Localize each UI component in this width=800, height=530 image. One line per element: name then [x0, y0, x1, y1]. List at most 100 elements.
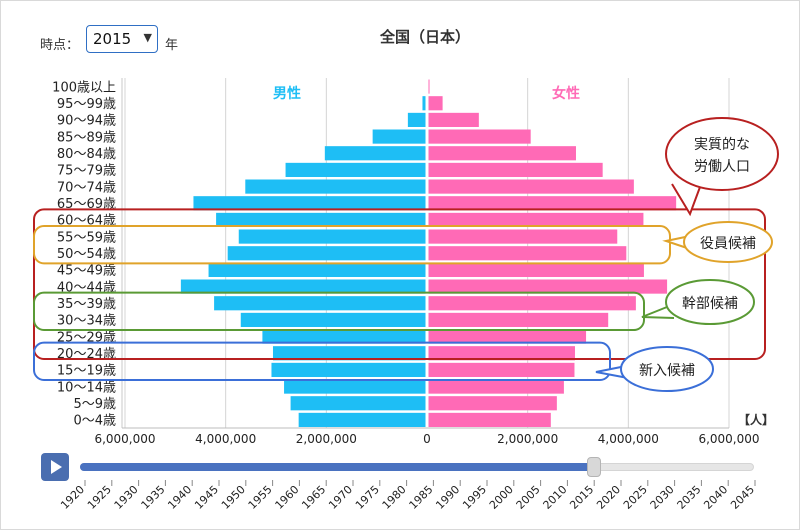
slider-year-label: 1975	[353, 483, 382, 512]
male-bar	[284, 379, 426, 394]
slider-year-label: 2025	[621, 483, 650, 512]
year-select[interactable]: 2015 ▼	[86, 25, 158, 53]
slider-year-label: 2000	[487, 483, 516, 512]
y-tick-label: 50〜54歳	[57, 247, 116, 262]
manager-bracket	[33, 291, 645, 331]
male-bar	[262, 329, 426, 344]
slider-year-label: 2035	[675, 483, 704, 512]
male-bar	[214, 296, 426, 311]
x-tick-label: 6,000,000	[698, 432, 759, 446]
female-bar	[428, 296, 636, 311]
x-tick-label: 6,000,000	[94, 432, 155, 446]
female-bar	[428, 279, 668, 294]
male-bar	[238, 229, 426, 244]
female-bar	[428, 312, 609, 327]
x-tick-label: 2,000,000	[497, 432, 558, 446]
slider-year-label: 1980	[380, 483, 409, 512]
female-bar	[428, 412, 551, 427]
female-bar	[428, 329, 587, 344]
manager-callout-tail	[641, 304, 675, 319]
male-bar	[272, 346, 426, 361]
workforce-bracket	[33, 208, 766, 360]
manager-callout	[665, 279, 755, 325]
female-bar	[428, 146, 576, 161]
female-bar	[428, 246, 627, 261]
year-unit-label: 年	[165, 38, 179, 53]
slider-year-label: 1965	[299, 483, 328, 512]
male-bar	[240, 312, 426, 327]
y-tick-label: 30〜34歳	[57, 314, 116, 329]
male-bar	[324, 146, 426, 161]
slider-year-label: 2005	[514, 483, 543, 512]
female-legend-label: 女性	[552, 85, 580, 102]
slider-year-label: 1990	[433, 483, 462, 512]
x-tick-label: 4,000,000	[195, 432, 256, 446]
executive-callout-text: 役員候補	[700, 236, 756, 252]
female-bar	[428, 346, 575, 361]
female-bar	[428, 379, 564, 394]
new-hire-callout	[620, 346, 714, 392]
workforce-callout-text: 実質的な	[694, 137, 750, 153]
year-slider-thumb[interactable]	[586, 457, 601, 477]
slider-year-label: 1955	[246, 483, 275, 512]
male-bar	[271, 362, 426, 377]
y-tick-label: 95〜99歳	[57, 97, 116, 112]
female-bar	[428, 162, 603, 177]
new-hire-callout-text: 新入候補	[639, 363, 695, 379]
y-tick-label: 40〜44歳	[57, 280, 116, 295]
y-tick-label: 5〜9歳	[73, 397, 116, 412]
male-legend-label: 男性	[273, 85, 301, 102]
x-tick-label: 0	[423, 432, 431, 446]
play-icon	[51, 460, 62, 474]
female-bar	[428, 79, 430, 94]
y-tick-label: 10〜14歳	[57, 380, 116, 395]
y-tick-label: 75〜79歳	[57, 164, 116, 179]
y-tick-label: 80〜84歳	[57, 147, 116, 162]
slider-year-label: 2020	[594, 483, 623, 512]
male-bar	[208, 262, 426, 277]
female-bar	[428, 229, 618, 244]
workforce-callout-text: 労働人口	[694, 159, 750, 175]
chevron-down-icon: ▼	[143, 31, 152, 44]
y-tick-label: 15〜19歳	[57, 364, 116, 379]
x-tick-label: 4,000,000	[598, 432, 659, 446]
slider-year-label: 1930	[112, 483, 141, 512]
male-bar	[180, 279, 426, 294]
y-tick-label: 0〜4歳	[73, 414, 116, 429]
male-bar	[285, 162, 426, 177]
play-button[interactable]	[41, 453, 69, 481]
slider-year-label: 1945	[192, 483, 221, 512]
executive-callout	[683, 221, 773, 263]
slider-year-label: 1920	[58, 483, 87, 512]
period-label: 時点：	[40, 38, 80, 53]
male-bar	[216, 212, 426, 227]
male-bar	[227, 246, 426, 261]
y-tick-label: 85〜89歳	[57, 130, 116, 145]
slider-year-label: 1970	[326, 483, 355, 512]
slider-year-label: 1950	[219, 483, 248, 512]
slider-year-label: 2015	[567, 483, 596, 512]
workforce-callout	[665, 117, 779, 191]
female-bar	[428, 112, 479, 127]
y-tick-label: 55〜59歳	[57, 230, 116, 245]
year-select-value: 2015	[93, 30, 132, 48]
workforce-callout-tail	[671, 183, 701, 217]
female-bar	[428, 96, 443, 111]
male-bar	[245, 179, 426, 194]
unit-label: 【人】	[738, 412, 774, 427]
female-bar	[428, 396, 557, 411]
y-tick-label: 65〜69歳	[57, 197, 116, 212]
slider-year-label: 2010	[541, 483, 570, 512]
y-tick-label: 100歳以上	[52, 80, 116, 95]
y-tick-label: 90〜94歳	[57, 114, 116, 129]
slider-year-label: 1985	[407, 483, 436, 512]
slider-year-label: 2030	[648, 483, 677, 512]
slider-year-label: 2040	[701, 483, 730, 512]
new-hire-bracket	[33, 341, 611, 381]
female-bar	[428, 179, 634, 194]
male-bar	[298, 412, 426, 427]
male-bar	[193, 196, 426, 211]
slider-year-label: 1925	[85, 483, 114, 512]
slider-year-label: 2045	[728, 483, 757, 512]
